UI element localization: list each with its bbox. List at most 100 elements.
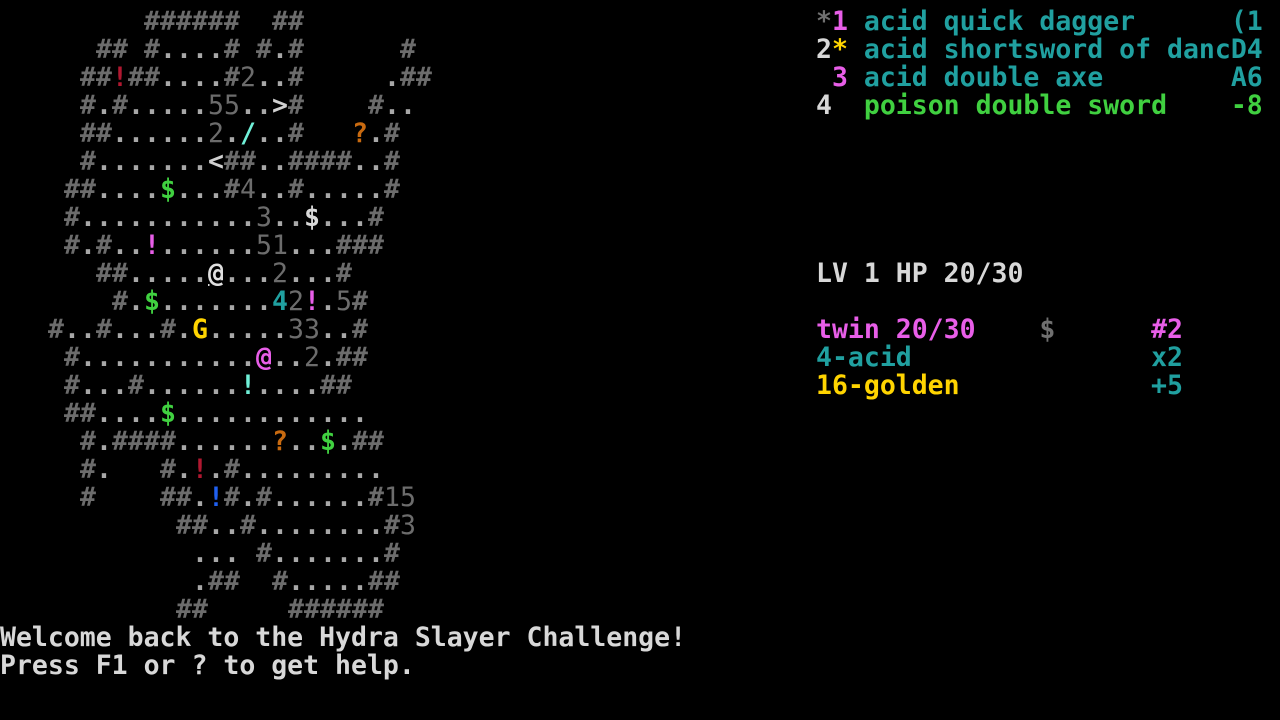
floor-tile: . [176,314,192,345]
empty-tile [0,568,16,596]
map-row: #...#......!....## [0,372,352,400]
wall-tile: # [240,146,256,177]
floor-tile: . [272,202,288,233]
floor-tile: . [272,174,288,205]
empty-tile [0,176,16,204]
wall-tile: # [352,230,368,261]
floor-tile: . [224,314,240,345]
floor-tile: . [176,174,192,205]
empty-tile [304,64,320,92]
empty-tile [64,484,80,512]
wall-tile: # [384,566,400,597]
floor-tile: . [320,258,336,289]
floor-tile: . [160,146,176,177]
floor-tile: . [288,398,304,429]
floor-tile: . [192,230,208,261]
empty-tile [352,36,368,64]
map-tile: 3 [256,202,272,233]
empty-tile [112,512,128,540]
floor-tile: . [288,370,304,401]
wall-tile: # [336,370,352,401]
empty-tile [16,288,32,316]
floor-tile: . [304,538,320,569]
floor-tile: . [352,482,368,513]
floor-tile: . [224,426,240,457]
enemy-entry: 16-golden +5 [816,372,1183,400]
floor-tile: . [112,230,128,261]
wall-tile: # [176,594,192,625]
floor-tile: . [208,202,224,233]
empty-tile [32,456,48,484]
floor-tile: . [96,90,112,121]
empty-tile [48,36,64,64]
floor-tile: . [208,398,224,429]
empty-tile [0,260,16,288]
inventory-item-text: (1 [1230,6,1263,37]
floor-tile: . [112,398,128,429]
map-row: #. #.!.#......... [0,456,384,484]
floor-tile: . [208,62,224,93]
empty-tile [32,316,48,344]
empty-tile [48,120,64,148]
floor-tile: . [256,90,272,121]
floor-tile: . [192,202,208,233]
empty-tile [96,484,112,512]
wall-tile: # [288,174,304,205]
wall-tile: # [288,6,304,37]
floor-tile: . [208,34,224,65]
floor-tile: . [304,174,320,205]
enemy-entry: twin 20/30 $ #2 [816,316,1183,344]
floor-tile: . [128,90,144,121]
empty-tile [240,8,256,36]
floor-tile: . [368,146,384,177]
floor-tile: . [112,314,128,345]
inventory-item-text: acid quick dagger [847,6,1231,37]
wall-tile: # [288,118,304,149]
empty-tile [48,428,64,456]
floor-tile: . [176,90,192,121]
empty-tile [128,512,144,540]
map-tile: 1 [272,230,288,261]
floor-tile: . [144,174,160,205]
empty-tile [32,288,48,316]
floor-tile: . [352,398,368,429]
wall-tile: # [112,258,128,289]
floor-tile: . [96,426,112,457]
enemy-entry-text: twin 20/30 [816,314,976,345]
enemy-entry-text: $ [1039,314,1056,345]
wall-tile: # [208,566,224,597]
floor-tile: . [320,538,336,569]
empty-tile [80,540,96,568]
floor-tile: . [224,342,240,373]
empty-tile [112,596,128,624]
empty-tile [144,568,160,596]
empty-tile [0,36,16,64]
floor-tile: . [128,258,144,289]
inventory-item-text: 1 [831,6,848,37]
wall-tile: # [272,6,288,37]
empty-tile [0,316,16,344]
floor-tile: . [176,34,192,65]
map-row: #...........@..2.## [0,344,368,372]
wall-tile: # [112,90,128,121]
empty-tile [16,148,32,176]
map-tile: ! [112,62,128,93]
floor-tile: . [400,90,416,121]
floor-tile: . [176,258,192,289]
wall-tile: # [288,594,304,625]
floor-tile: . [352,146,368,177]
floor-tile: . [96,174,112,205]
floor-tile: . [80,370,96,401]
empty-tile [16,92,32,120]
wall-tile: # [64,202,80,233]
wall-tile: # [304,594,320,625]
map-row: .## #.....## [0,568,400,596]
wall-tile: # [128,62,144,93]
floor-tile: . [256,398,272,429]
wall-tile: # [336,342,352,373]
floor-tile: . [272,370,288,401]
wall-tile: # [64,230,80,261]
floor-tile: . [336,174,352,205]
empty-tile [0,288,16,316]
wall-tile: # [256,538,272,569]
